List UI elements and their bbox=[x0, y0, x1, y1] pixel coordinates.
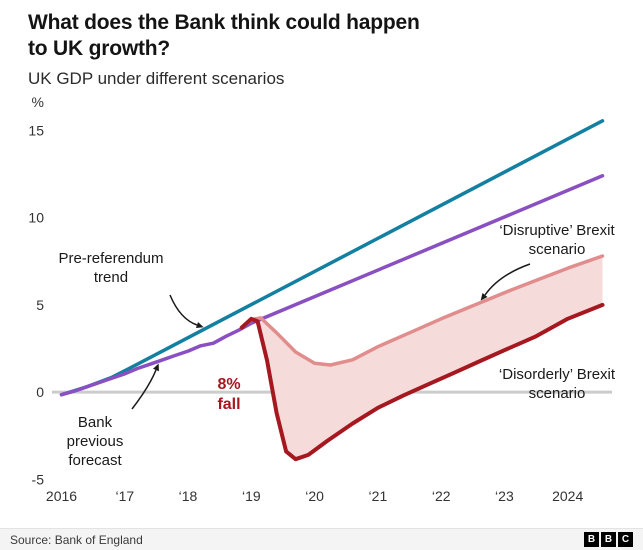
x-tick-label: ‘17 bbox=[115, 488, 134, 504]
footer: Source: Bank of England B B C bbox=[0, 528, 643, 550]
y-tick-label: 5 bbox=[36, 297, 44, 313]
annotation-disorderly-scenario: ‘Disorderly’ Brexit scenario bbox=[498, 366, 616, 402]
chart-subtitle: UK GDP under different scenarios bbox=[28, 69, 285, 88]
y-tick-label: -5 bbox=[32, 471, 45, 487]
x-tick-label: ‘21 bbox=[369, 488, 388, 504]
x-tick-label: ‘19 bbox=[242, 488, 261, 504]
x-tick-label: ‘22 bbox=[432, 488, 451, 504]
annotation-pre-referendum-trend: Pre-referendum trend bbox=[58, 250, 164, 286]
page-title-line2: to UK growth? bbox=[28, 37, 171, 60]
y-axis-unit: % bbox=[32, 94, 44, 110]
x-tick-label: ‘23 bbox=[495, 488, 514, 504]
page-title: What does the Bank think could happen to… bbox=[28, 10, 615, 62]
series-line-disorderly-brexit-scenario bbox=[239, 302, 605, 462]
x-tick-label: ‘18 bbox=[179, 488, 198, 504]
bbc-logo-block-c: C bbox=[618, 532, 633, 547]
bbc-logo: B B C bbox=[584, 532, 633, 547]
series-line-bank-previous-forecast bbox=[59, 174, 605, 397]
x-tick-label: 2016 bbox=[46, 488, 77, 504]
scenario-band bbox=[241, 256, 603, 460]
source-credit: Source: Bank of England bbox=[10, 532, 143, 547]
x-tick-label: ‘20 bbox=[305, 488, 324, 504]
bbc-logo-block-b2: B bbox=[601, 532, 616, 547]
y-tick-label: 0 bbox=[36, 384, 44, 400]
annotation-8-percent-fall: 8% fall bbox=[217, 376, 241, 413]
bbc-logo-block-b1: B bbox=[584, 532, 599, 547]
x-tick-label: 2024 bbox=[552, 488, 583, 504]
y-tick-label: 10 bbox=[28, 210, 44, 226]
y-tick-label: 15 bbox=[28, 122, 44, 138]
annotation-bank-previous-forecast: Bank previous forecast bbox=[66, 414, 124, 469]
page-title-line1: What does the Bank think could happen bbox=[28, 11, 420, 34]
gdp-chart: % 15 10 5 0 -5 2016 ‘17 ‘18 ‘19 ‘20 ‘21 ‘22 ‘23 2024 P… bbox=[0, 93, 643, 508]
annotation-disruptive-scenario: ‘Disruptive’ Brexit scenario bbox=[499, 222, 615, 258]
